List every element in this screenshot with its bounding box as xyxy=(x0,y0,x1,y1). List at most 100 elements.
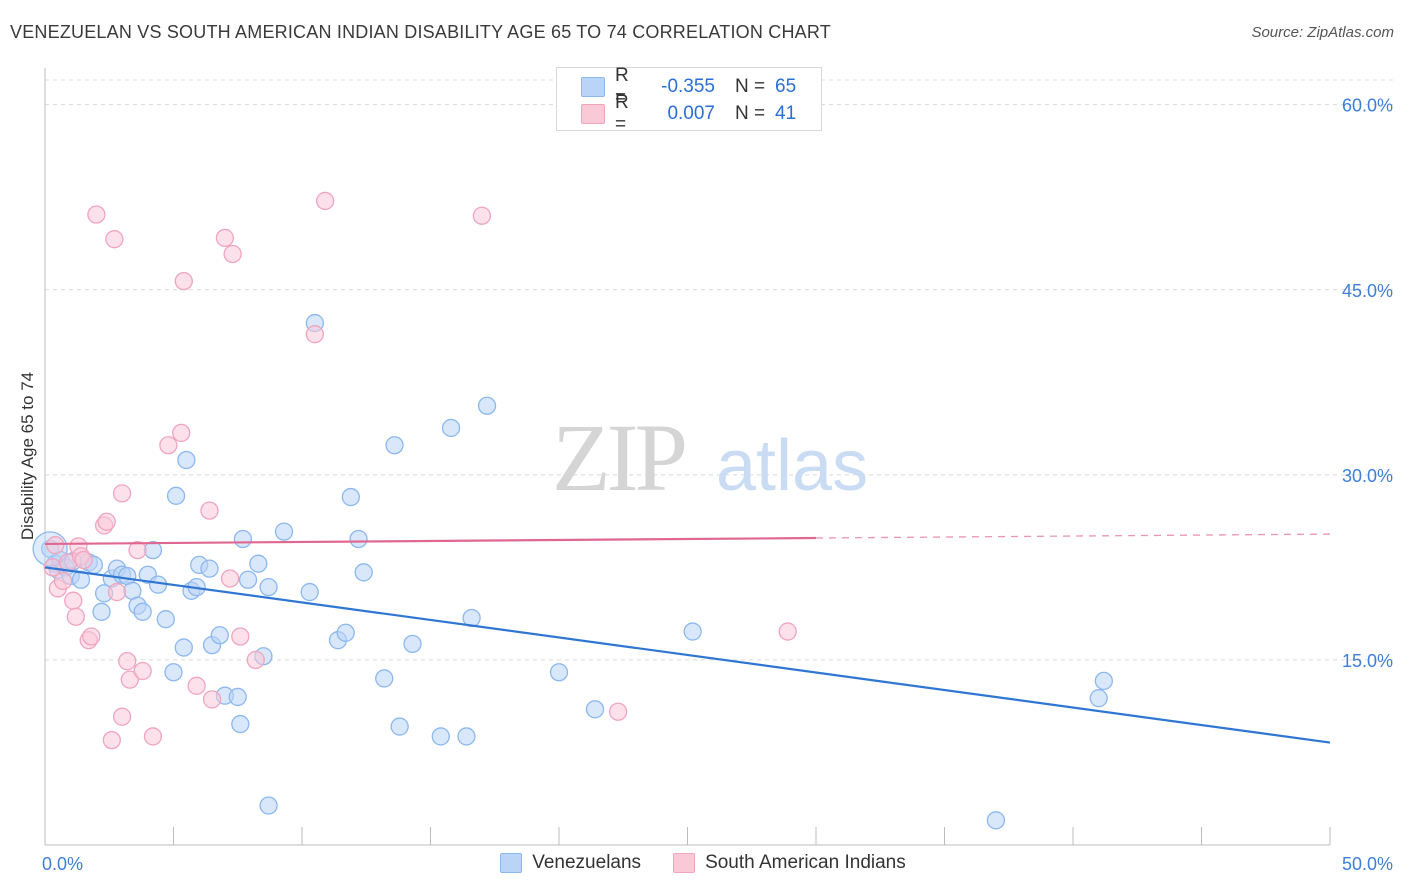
venezuelan-point xyxy=(441,418,461,438)
legend-label-venezuelans: Venezuelans xyxy=(532,852,642,873)
venezuelan-point xyxy=(457,727,476,746)
venezuelan-point xyxy=(259,577,278,597)
legend-r-value: 0.007 xyxy=(667,103,715,124)
y-tick-label: 60.0% xyxy=(1342,96,1393,116)
south-american-indian-point xyxy=(231,627,250,646)
venezuelan-point xyxy=(200,559,219,578)
south-american-indian-point xyxy=(74,550,93,570)
south-american-indian-point xyxy=(97,512,116,531)
venezuelan-point xyxy=(274,522,294,541)
south-american-indian-point xyxy=(82,627,101,646)
venezuelan-point xyxy=(1089,689,1108,708)
south-american-indian-point xyxy=(202,690,222,709)
south-american-indian-point xyxy=(120,670,139,689)
venezuelan-point xyxy=(249,554,268,573)
south-american-indian-point xyxy=(46,536,65,555)
legend-n-value: 41 xyxy=(775,103,797,124)
legend-label-south-american-indians: South American Indians xyxy=(705,852,906,873)
y-tick-label: 15.0% xyxy=(1342,651,1393,671)
venezuelan-point xyxy=(133,602,152,621)
legend-r-label: R = xyxy=(615,92,629,135)
legend-n-label: N = xyxy=(735,103,766,124)
watermark-atlas: atlas xyxy=(716,426,868,506)
south-american-indian-point xyxy=(200,501,219,520)
south-american-indian-point xyxy=(223,244,242,264)
south-american-indian-point xyxy=(174,271,193,291)
legend-swatch-pink xyxy=(673,853,696,873)
venezuelans-points xyxy=(32,313,1113,830)
trend-line-solid xyxy=(44,566,1331,744)
legend-row-venezuelans: R = -0.355 N = 65 xyxy=(581,65,797,108)
venezuelan-point xyxy=(375,669,394,688)
south-american-indian-point xyxy=(246,650,265,670)
venezuelan-point xyxy=(431,727,450,746)
south-american-indian-point xyxy=(107,582,127,602)
venezuelan-point xyxy=(238,570,258,589)
south-american-indian-point xyxy=(215,228,235,248)
venezuelan-point xyxy=(986,811,1006,830)
south-american-indian-point xyxy=(159,436,178,455)
legend-swatch-blue xyxy=(581,77,605,97)
south-american-indian-point xyxy=(102,730,121,750)
venezuelan-point xyxy=(259,796,278,815)
y-axis-label: Disability Age 65 to 74 xyxy=(18,372,37,540)
south-american-indian-point xyxy=(118,652,137,671)
south-american-indian-point xyxy=(64,591,83,610)
legend-swatch-pink xyxy=(581,104,605,124)
legend-r-label: R = xyxy=(615,65,629,108)
venezuelan-point xyxy=(164,663,183,682)
venezuelan-point xyxy=(210,626,229,645)
venezuelan-point xyxy=(477,396,497,415)
trend-lines xyxy=(44,533,1331,744)
trend-line-dashed xyxy=(815,533,1331,539)
source-label: Source: ZipAtlas.com xyxy=(1251,24,1394,41)
south-american-indian-point xyxy=(128,540,147,560)
venezuelan-point xyxy=(92,602,111,621)
correlation-legend: R = -0.355 N = 65 R = 0.007 N = 41 xyxy=(556,65,822,135)
venezuelan-point xyxy=(177,450,196,470)
x-tick-label: 0.0% xyxy=(42,854,83,874)
south-american-indian-point xyxy=(143,727,163,746)
south-american-indian-point xyxy=(472,206,492,225)
watermark-zip: ZIP xyxy=(552,404,685,511)
venezuelan-point xyxy=(585,700,605,719)
series-legend: Venezuelans South American Indians xyxy=(0,852,1406,874)
legend-swatch-blue xyxy=(500,853,523,873)
venezuelan-point xyxy=(231,714,250,734)
venezuelan-point xyxy=(354,563,373,582)
venezuelan-point xyxy=(385,436,404,455)
venezuelan-point xyxy=(336,623,355,642)
venezuelan-point xyxy=(166,486,186,505)
trend-line-solid xyxy=(44,536,817,546)
y-tick-label: 30.0% xyxy=(1342,466,1393,486)
venezuelan-point xyxy=(341,487,360,507)
venezuelan-point xyxy=(390,717,409,736)
south-american-indian-point xyxy=(187,676,206,695)
south-american-indian-point xyxy=(133,661,152,681)
legend-n-value: 65 xyxy=(775,76,797,97)
x-tick-label: 50.0% xyxy=(1342,854,1393,874)
south-american-indians-points xyxy=(43,191,797,750)
venezuelan-point xyxy=(228,687,247,707)
south-american-indian-point xyxy=(778,622,797,641)
venezuelan-point xyxy=(174,638,193,657)
south-american-indian-point xyxy=(112,707,132,726)
south-american-indian-point xyxy=(87,205,106,224)
venezuelan-point xyxy=(403,634,422,654)
y-tick-label: 45.0% xyxy=(1342,281,1393,301)
legend-row-south-american-indians: R = 0.007 N = 41 xyxy=(581,92,797,135)
legend-r-value: -0.355 xyxy=(661,76,715,97)
south-american-indian-point xyxy=(315,191,335,211)
venezuelan-point xyxy=(549,663,569,682)
legend-item-venezuelans: Venezuelans xyxy=(500,852,641,874)
south-american-indian-point xyxy=(53,571,73,591)
south-american-indian-point xyxy=(608,702,628,721)
venezuelan-point xyxy=(1094,671,1113,691)
axis-labels: 15.0% 30.0% 45.0% 60.0% 0.0% 50.0% Disability … xyxy=(18,96,1393,874)
south-american-indian-point xyxy=(172,423,191,443)
south-american-indian-point xyxy=(66,607,85,626)
watermark: ZIP atlas xyxy=(552,404,868,511)
legend-n-label: N = xyxy=(735,76,766,97)
south-american-indian-point xyxy=(220,569,240,588)
